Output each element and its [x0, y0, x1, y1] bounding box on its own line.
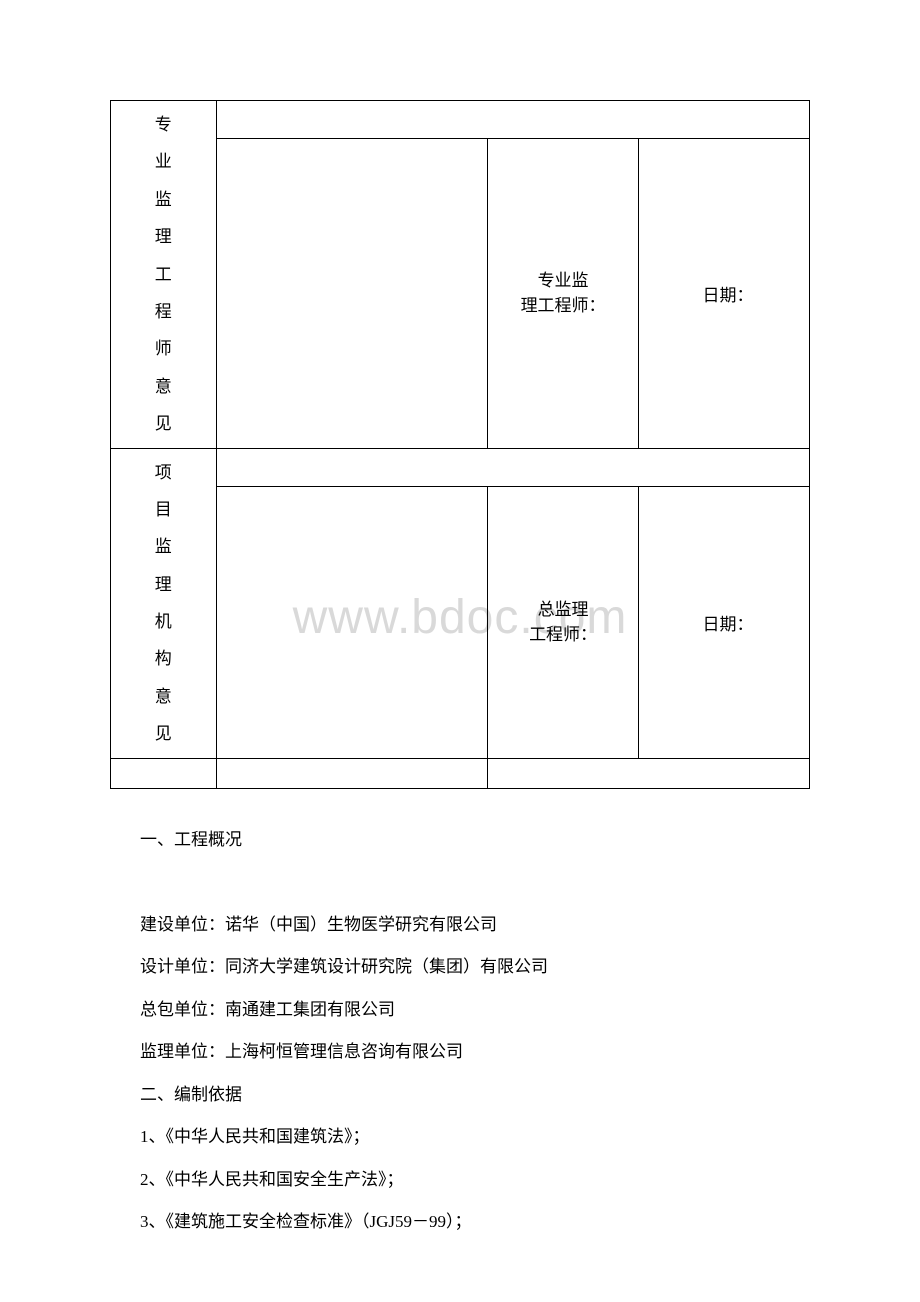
table-row: 专业监 理工程师： 日期： — [111, 139, 810, 449]
row1-header: 专 业 监 理 工 程 师 意 见 — [111, 101, 217, 449]
row1-signer-cell: 专业监 理工程师： — [488, 139, 639, 449]
document-content: 一、工程概况 建设单位：诺华（中国）生物医学研究有限公司 设计单位：同济大学建筑… — [110, 819, 810, 1244]
row2-date-label: 日期： — [703, 615, 754, 634]
row1-header-text: 专 业 监 理 工 程 师 意 见 — [111, 106, 216, 443]
content-line: 1、《中华人民共和国建筑法》； — [140, 1116, 810, 1159]
approval-table-wrapper: 专 业 监 理 工 程 师 意 见 专业 — [110, 100, 810, 789]
table-row: 专 业 监 理 工 程 师 意 见 — [111, 101, 810, 139]
spacer — [140, 861, 810, 904]
table-row: 项 目 监 理 机 构 意 见 — [111, 448, 810, 486]
bottom-cell-1 — [111, 758, 217, 788]
row2-top-empty — [216, 448, 809, 486]
page-container: 专 业 监 理 工 程 师 意 见 专业 — [0, 0, 920, 1294]
row1-date-cell: 日期： — [639, 139, 810, 449]
row2-header-text: 项 目 监 理 机 构 意 见 — [111, 454, 216, 753]
row2-header: 项 目 监 理 机 构 意 见 — [111, 448, 217, 758]
content-line: 2、《中华人民共和国安全生产法》； — [140, 1159, 810, 1202]
table-row: 总监理 工程师： 日期： — [111, 486, 810, 758]
row1-content-cell — [216, 139, 488, 449]
row2-signer-label: 总监理 工程师： — [488, 597, 638, 648]
table-row — [111, 758, 810, 788]
row2-signer-cell: 总监理 工程师： — [488, 486, 639, 758]
content-line: 监理单位：上海柯恒管理信息咨询有限公司 — [140, 1031, 810, 1074]
row1-date-label: 日期： — [703, 286, 754, 305]
row2-date-cell: 日期： — [639, 486, 810, 758]
content-line: 建设单位：诺华（中国）生物医学研究有限公司 — [140, 904, 810, 947]
section2-title: 二、编制依据 — [140, 1074, 810, 1117]
approval-table: 专 业 监 理 工 程 师 意 见 专业 — [110, 100, 810, 789]
bottom-cell-3 — [488, 758, 810, 788]
content-line: 总包单位：南通建工集团有限公司 — [140, 989, 810, 1032]
content-line: 设计单位：同济大学建筑设计研究院（集团）有限公司 — [140, 946, 810, 989]
row1-top-empty — [216, 101, 809, 139]
row1-signer-label: 专业监 理工程师： — [488, 268, 638, 319]
row2-content-cell — [216, 486, 488, 758]
section1-title: 一、工程概况 — [140, 819, 810, 862]
bottom-cell-2 — [216, 758, 488, 788]
content-line: 3、《建筑施工安全检查标准》（JGJ59－99）； — [140, 1201, 810, 1244]
